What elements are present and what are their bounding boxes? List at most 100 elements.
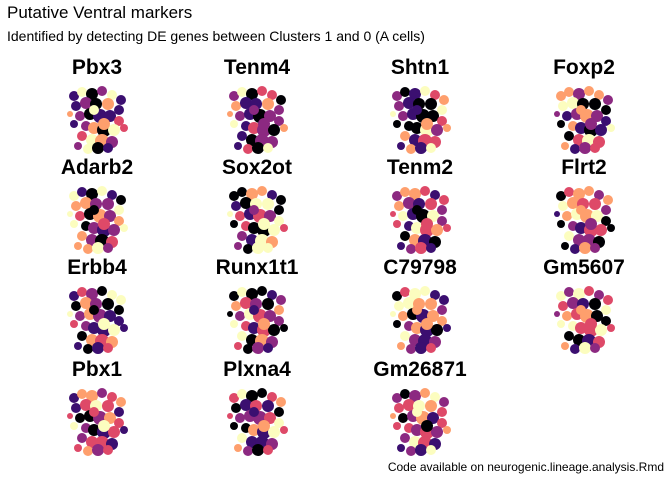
cell-point (249, 305, 259, 315)
facet-panel-title: C79798 (383, 256, 457, 279)
cell-point (411, 322, 423, 334)
cell-point (575, 222, 587, 234)
cell-point (397, 242, 405, 250)
cell-point (276, 95, 286, 105)
facet-panel: C79798 (355, 256, 485, 356)
cell-point (400, 287, 410, 297)
cell-point (556, 91, 566, 101)
cell-point (564, 131, 574, 141)
cell-point (240, 197, 252, 209)
cell-point (248, 424, 260, 436)
cell-point (267, 90, 277, 100)
cell-point (102, 198, 114, 210)
cell-point (267, 190, 277, 200)
cell-point (75, 413, 85, 423)
cell-point (411, 122, 423, 134)
feature-plot (67, 86, 128, 154)
cell-point (88, 424, 100, 436)
cell-point (392, 91, 402, 101)
cell-point (564, 87, 574, 97)
cell-point (595, 124, 607, 136)
cell-point (607, 324, 615, 332)
cell-point (274, 407, 284, 417)
facet-panel: Runx1t1 (192, 256, 322, 356)
cell-point (412, 407, 422, 417)
cell-point (231, 101, 241, 111)
cell-point (102, 98, 114, 110)
feature-plot (227, 388, 288, 456)
facet-panel: Pbx1 (32, 358, 162, 458)
cell-point (394, 201, 404, 211)
cell-point (426, 143, 436, 153)
cell-point (409, 390, 421, 402)
cell-point (607, 224, 615, 232)
cell-point (393, 422, 401, 430)
cell-point (576, 205, 586, 215)
cell-point (267, 290, 277, 300)
cell-point (67, 111, 73, 117)
cell-point (420, 388, 430, 398)
cell-point (420, 186, 430, 196)
cell-point (116, 95, 126, 105)
cell-point (394, 403, 404, 413)
cell-point (230, 320, 238, 328)
cell-point (437, 116, 447, 126)
cell-point (92, 342, 104, 354)
cell-point (240, 399, 252, 411)
facet-panel: Pbx3 (32, 56, 162, 156)
cell-point (561, 342, 569, 350)
cell-point (108, 224, 120, 236)
cell-point (412, 305, 422, 315)
cell-point (601, 205, 611, 215)
cell-point (603, 295, 613, 305)
cell-point (268, 124, 280, 136)
cell-point (97, 388, 107, 398)
cell-point (400, 433, 410, 443)
cell-point (562, 111, 572, 121)
cell-point (70, 220, 78, 228)
feature-plot (227, 186, 288, 254)
cell-point (77, 231, 87, 241)
cell-point (74, 342, 82, 350)
cell-point (75, 211, 85, 221)
cell-point (114, 116, 124, 126)
cell-point (274, 216, 284, 226)
cell-point (579, 242, 591, 254)
cell-point (585, 318, 597, 330)
cell-point (107, 90, 117, 100)
cell-point (227, 211, 233, 217)
cell-point (229, 291, 239, 301)
cell-point (230, 220, 238, 228)
cell-point (230, 120, 238, 128)
cell-point (274, 205, 284, 215)
facet-panel: Foxp2 (519, 56, 649, 156)
facet-panel: Erbb4 (32, 256, 162, 356)
cell-point (227, 111, 233, 117)
figure-title: Putative Ventral markers (7, 3, 193, 22)
cell-point (74, 242, 82, 250)
cell-point (92, 444, 104, 456)
cell-point (576, 105, 586, 115)
cell-point (415, 142, 427, 154)
cell-point (89, 205, 99, 215)
cell-point (590, 243, 600, 253)
cell-point (575, 322, 587, 334)
cell-point (584, 186, 594, 196)
cell-point (108, 426, 120, 438)
cell-point (437, 216, 447, 226)
cell-point (86, 288, 98, 300)
cell-point (249, 205, 259, 215)
cell-point (431, 124, 443, 136)
cell-point (567, 297, 579, 309)
cell-point (400, 187, 410, 197)
cell-point (562, 311, 572, 321)
cell-point (252, 242, 264, 254)
facet-panel-title: Foxp2 (553, 56, 615, 79)
cell-point (601, 216, 611, 226)
cell-point (406, 344, 416, 354)
cell-point (403, 297, 415, 309)
cell-point (83, 446, 93, 456)
cell-point (237, 87, 247, 97)
cell-point (603, 95, 613, 105)
